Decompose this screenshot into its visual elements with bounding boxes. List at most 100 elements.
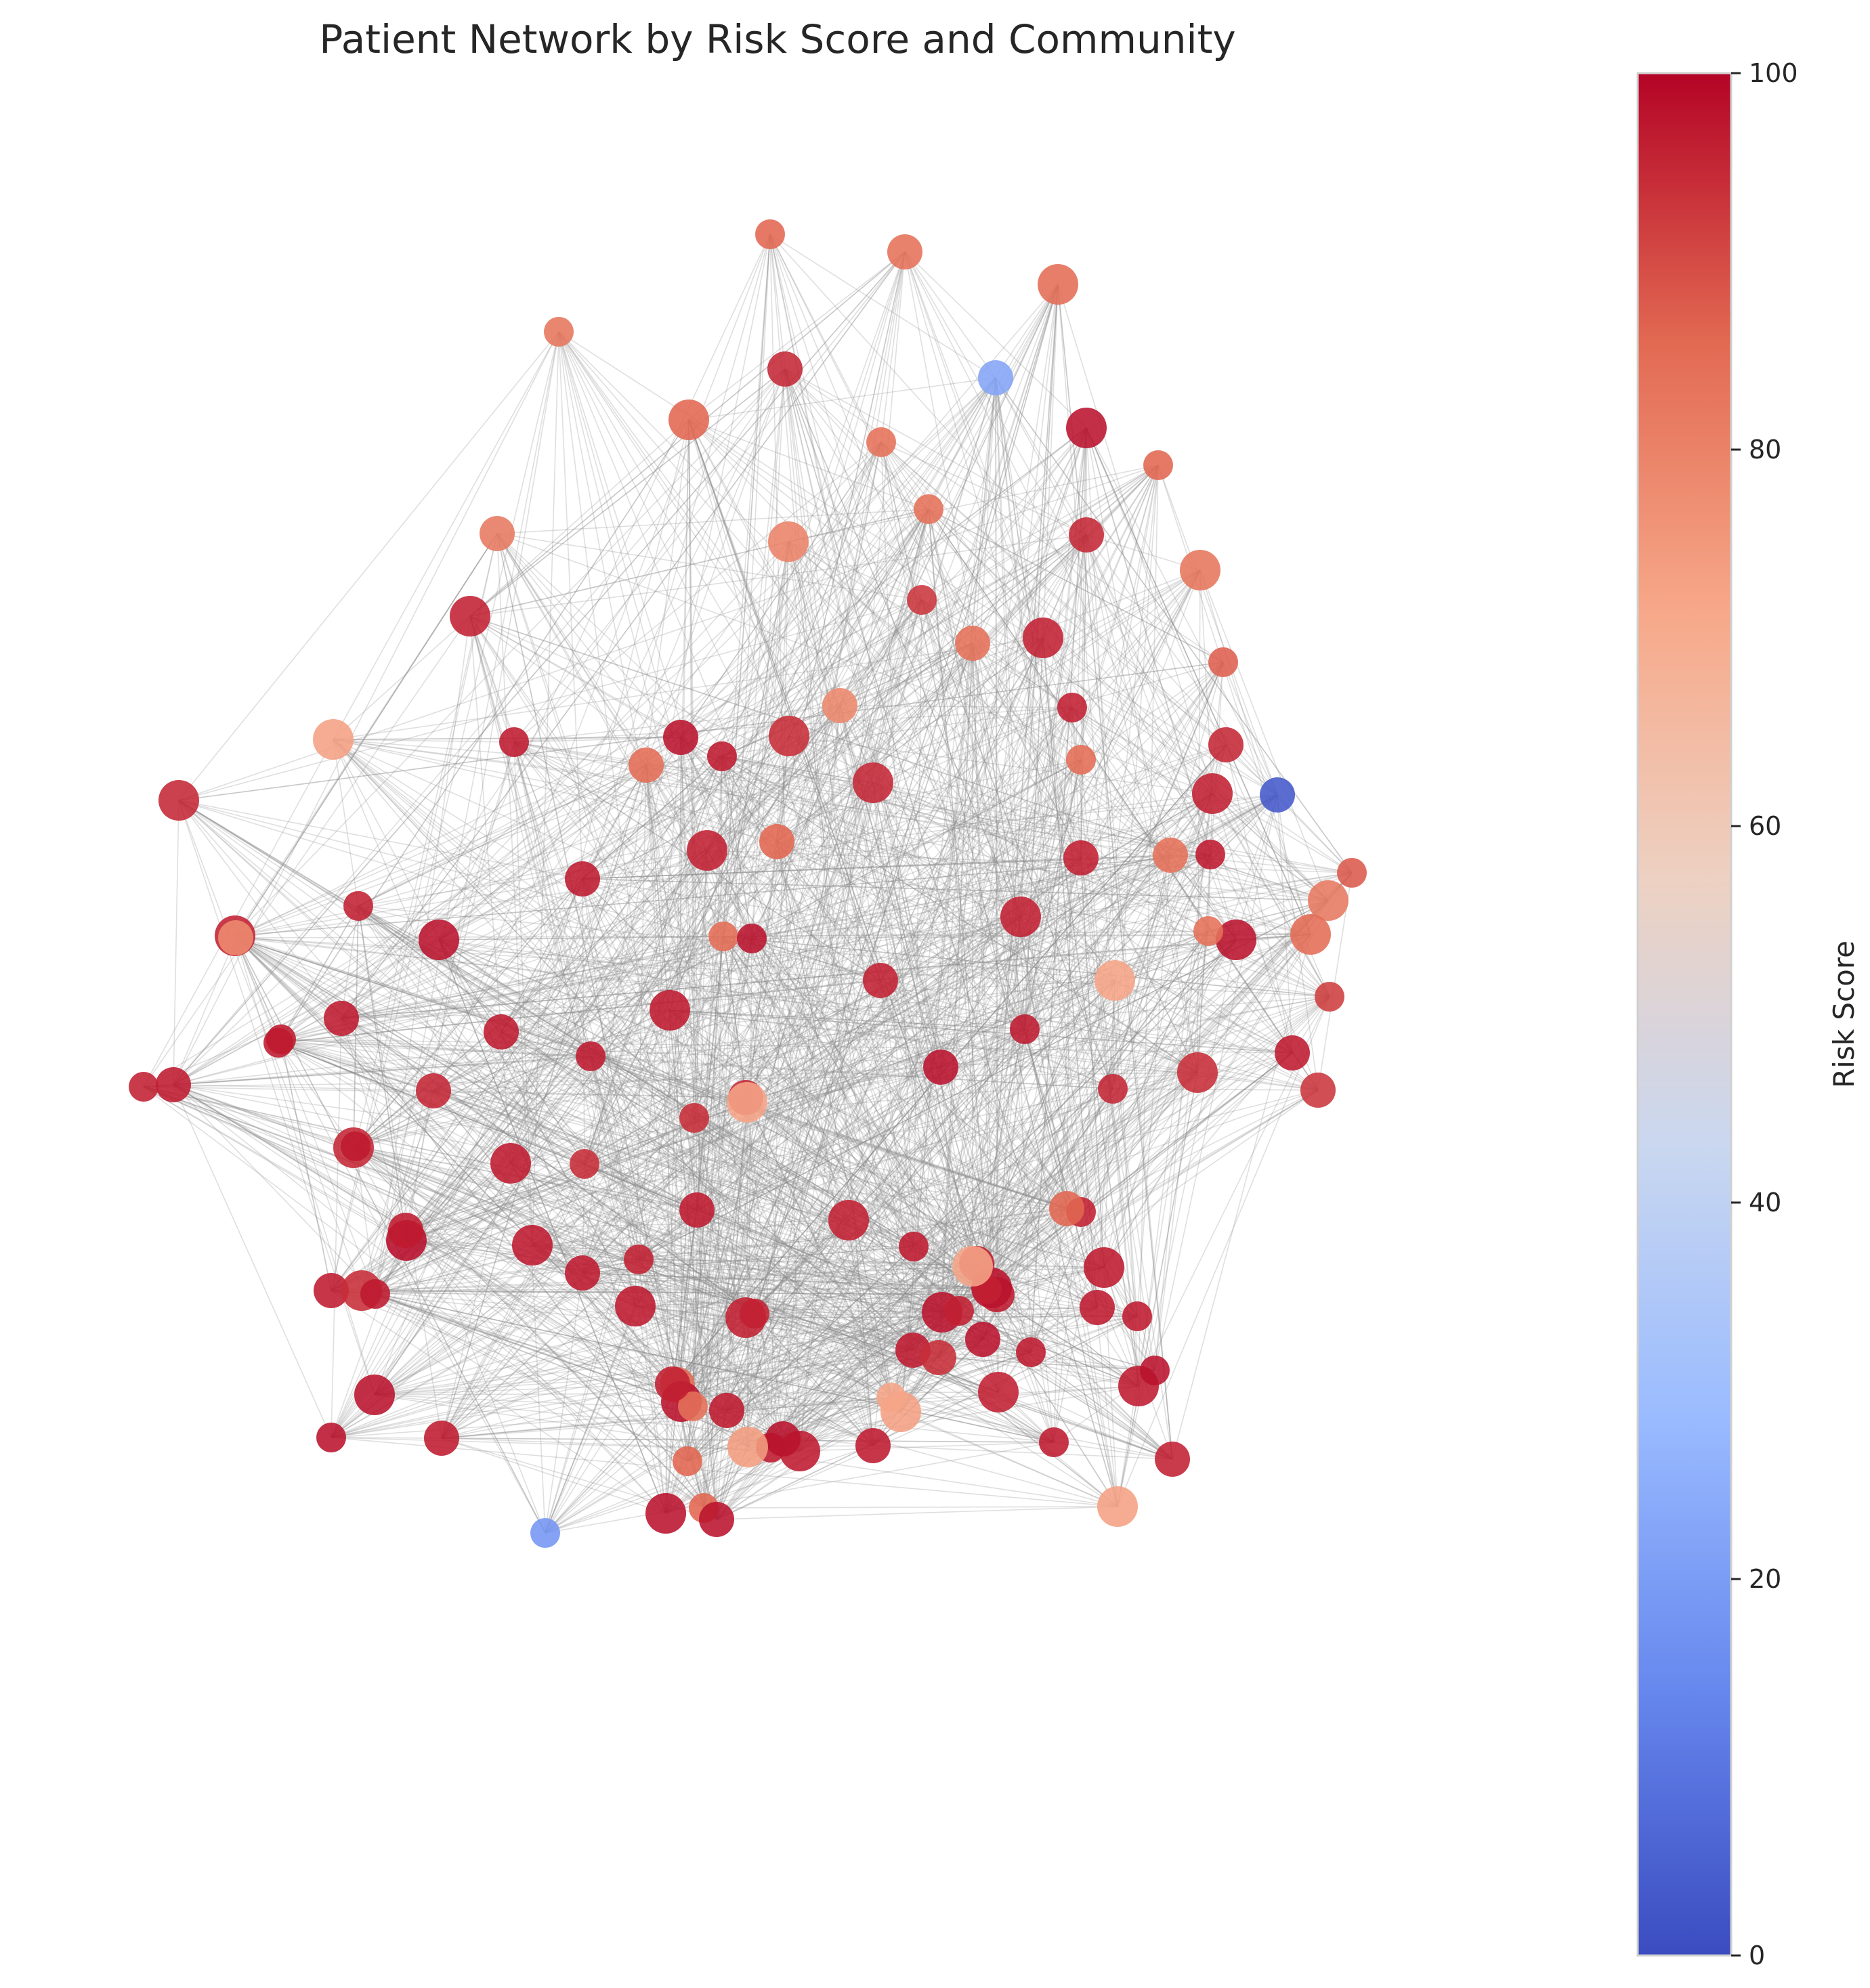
network-edge <box>278 1042 698 1211</box>
network-edge <box>375 331 559 1295</box>
network-edge <box>645 764 698 1211</box>
network-edge <box>723 541 789 937</box>
network-edge <box>716 427 1087 1520</box>
network-edge <box>280 1039 332 1291</box>
network-edge <box>341 368 786 1019</box>
network-edge <box>1112 855 1171 1089</box>
network-edge <box>513 741 1025 1030</box>
network-edge <box>721 756 1021 917</box>
network-edge <box>982 872 1353 1340</box>
network-edge <box>1117 1072 1198 1507</box>
network-edge <box>745 1066 941 1098</box>
network-edge <box>143 615 471 1087</box>
network-edge <box>982 1307 1098 1340</box>
patient-node <box>570 1149 599 1179</box>
network-edge <box>331 1089 1319 1438</box>
network-edge <box>723 936 748 1103</box>
network-edge <box>913 377 996 1247</box>
network-edge <box>1066 707 1073 1209</box>
network-edge <box>235 937 342 1019</box>
network-edge <box>635 1305 1138 1317</box>
network-edge <box>331 1230 406 1438</box>
network-edge <box>745 1097 901 1412</box>
network-edge <box>721 756 1082 859</box>
network-edge <box>681 509 929 1402</box>
network-edge <box>677 1072 1198 1385</box>
network-edge <box>406 441 882 1241</box>
network-edge <box>374 1219 849 1396</box>
network-edge <box>692 1117 695 1407</box>
patient-node <box>755 219 785 249</box>
network-edge <box>341 1010 671 1019</box>
network-edge <box>374 1349 914 1396</box>
network-edge <box>590 1056 1113 1089</box>
network-edge <box>234 935 375 1396</box>
patient-node <box>1066 745 1096 775</box>
network-edge <box>513 741 636 1307</box>
network-edge <box>1086 534 1319 1091</box>
chart-title: Patient Network by Risk Score and Commun… <box>319 16 1235 62</box>
network-edge <box>333 739 939 1358</box>
network-edge <box>173 464 1159 1085</box>
network-edge <box>972 643 1055 1443</box>
network-edge <box>358 905 688 1462</box>
network-edge <box>880 980 939 1358</box>
network-edge <box>694 643 973 1119</box>
network-edge <box>703 939 1237 1509</box>
network-edge <box>582 878 1329 901</box>
network-edge <box>510 1163 639 1260</box>
network-edge <box>584 756 723 1165</box>
network-edge <box>681 1310 960 1402</box>
network-edge <box>441 1029 1025 1439</box>
network-edge <box>438 637 1044 941</box>
network-edge <box>998 1316 1138 1393</box>
network-edge <box>839 534 1087 706</box>
network-edge <box>872 782 943 1313</box>
network-edge <box>501 1031 583 1274</box>
network-edge <box>1154 930 1209 1371</box>
network-edge <box>510 1163 1082 1213</box>
network-edge <box>361 1290 688 1462</box>
network-edge <box>721 756 752 939</box>
patient-node <box>1069 517 1104 553</box>
network-edge <box>880 980 1113 1089</box>
network-edge <box>405 934 1311 1231</box>
network-edge <box>333 739 914 1351</box>
network-edge <box>1071 707 1237 941</box>
network-edge <box>513 251 906 743</box>
network-edge <box>1053 1442 1173 1460</box>
network-edge <box>872 782 1293 1054</box>
patient-node <box>822 688 857 723</box>
network-edge <box>680 737 983 1340</box>
network-edge <box>681 1263 977 1402</box>
network-edge <box>341 427 1087 1019</box>
network-edge <box>638 1259 1105 1268</box>
network-edge <box>438 939 666 1514</box>
network-edge <box>433 1090 992 1289</box>
network-edge <box>280 759 1082 1040</box>
network-edge <box>441 707 1073 1439</box>
network-edge <box>706 850 977 1264</box>
network-edge <box>143 739 334 1087</box>
network-edge <box>234 854 1211 936</box>
network-edge <box>1057 284 1138 1317</box>
network-edge <box>355 1146 698 1211</box>
network-edge <box>278 1042 960 1312</box>
network-edge <box>694 1117 1138 1317</box>
network-edge <box>582 878 784 1440</box>
network-edge <box>645 764 941 1068</box>
network-edge <box>688 419 992 1289</box>
network-edge <box>694 569 1201 1119</box>
network-edge <box>982 284 1059 1340</box>
network-edge <box>782 1052 1293 1440</box>
network-edge <box>375 850 708 1295</box>
network-edge <box>958 1089 1319 1312</box>
network-edge <box>1071 707 1213 794</box>
network-edge <box>1197 854 1211 1073</box>
network-edge <box>776 637 1044 842</box>
network-edge <box>513 741 1293 1054</box>
patient-node <box>727 1427 768 1467</box>
network-edge <box>496 533 922 601</box>
network-edge <box>726 284 1059 1411</box>
